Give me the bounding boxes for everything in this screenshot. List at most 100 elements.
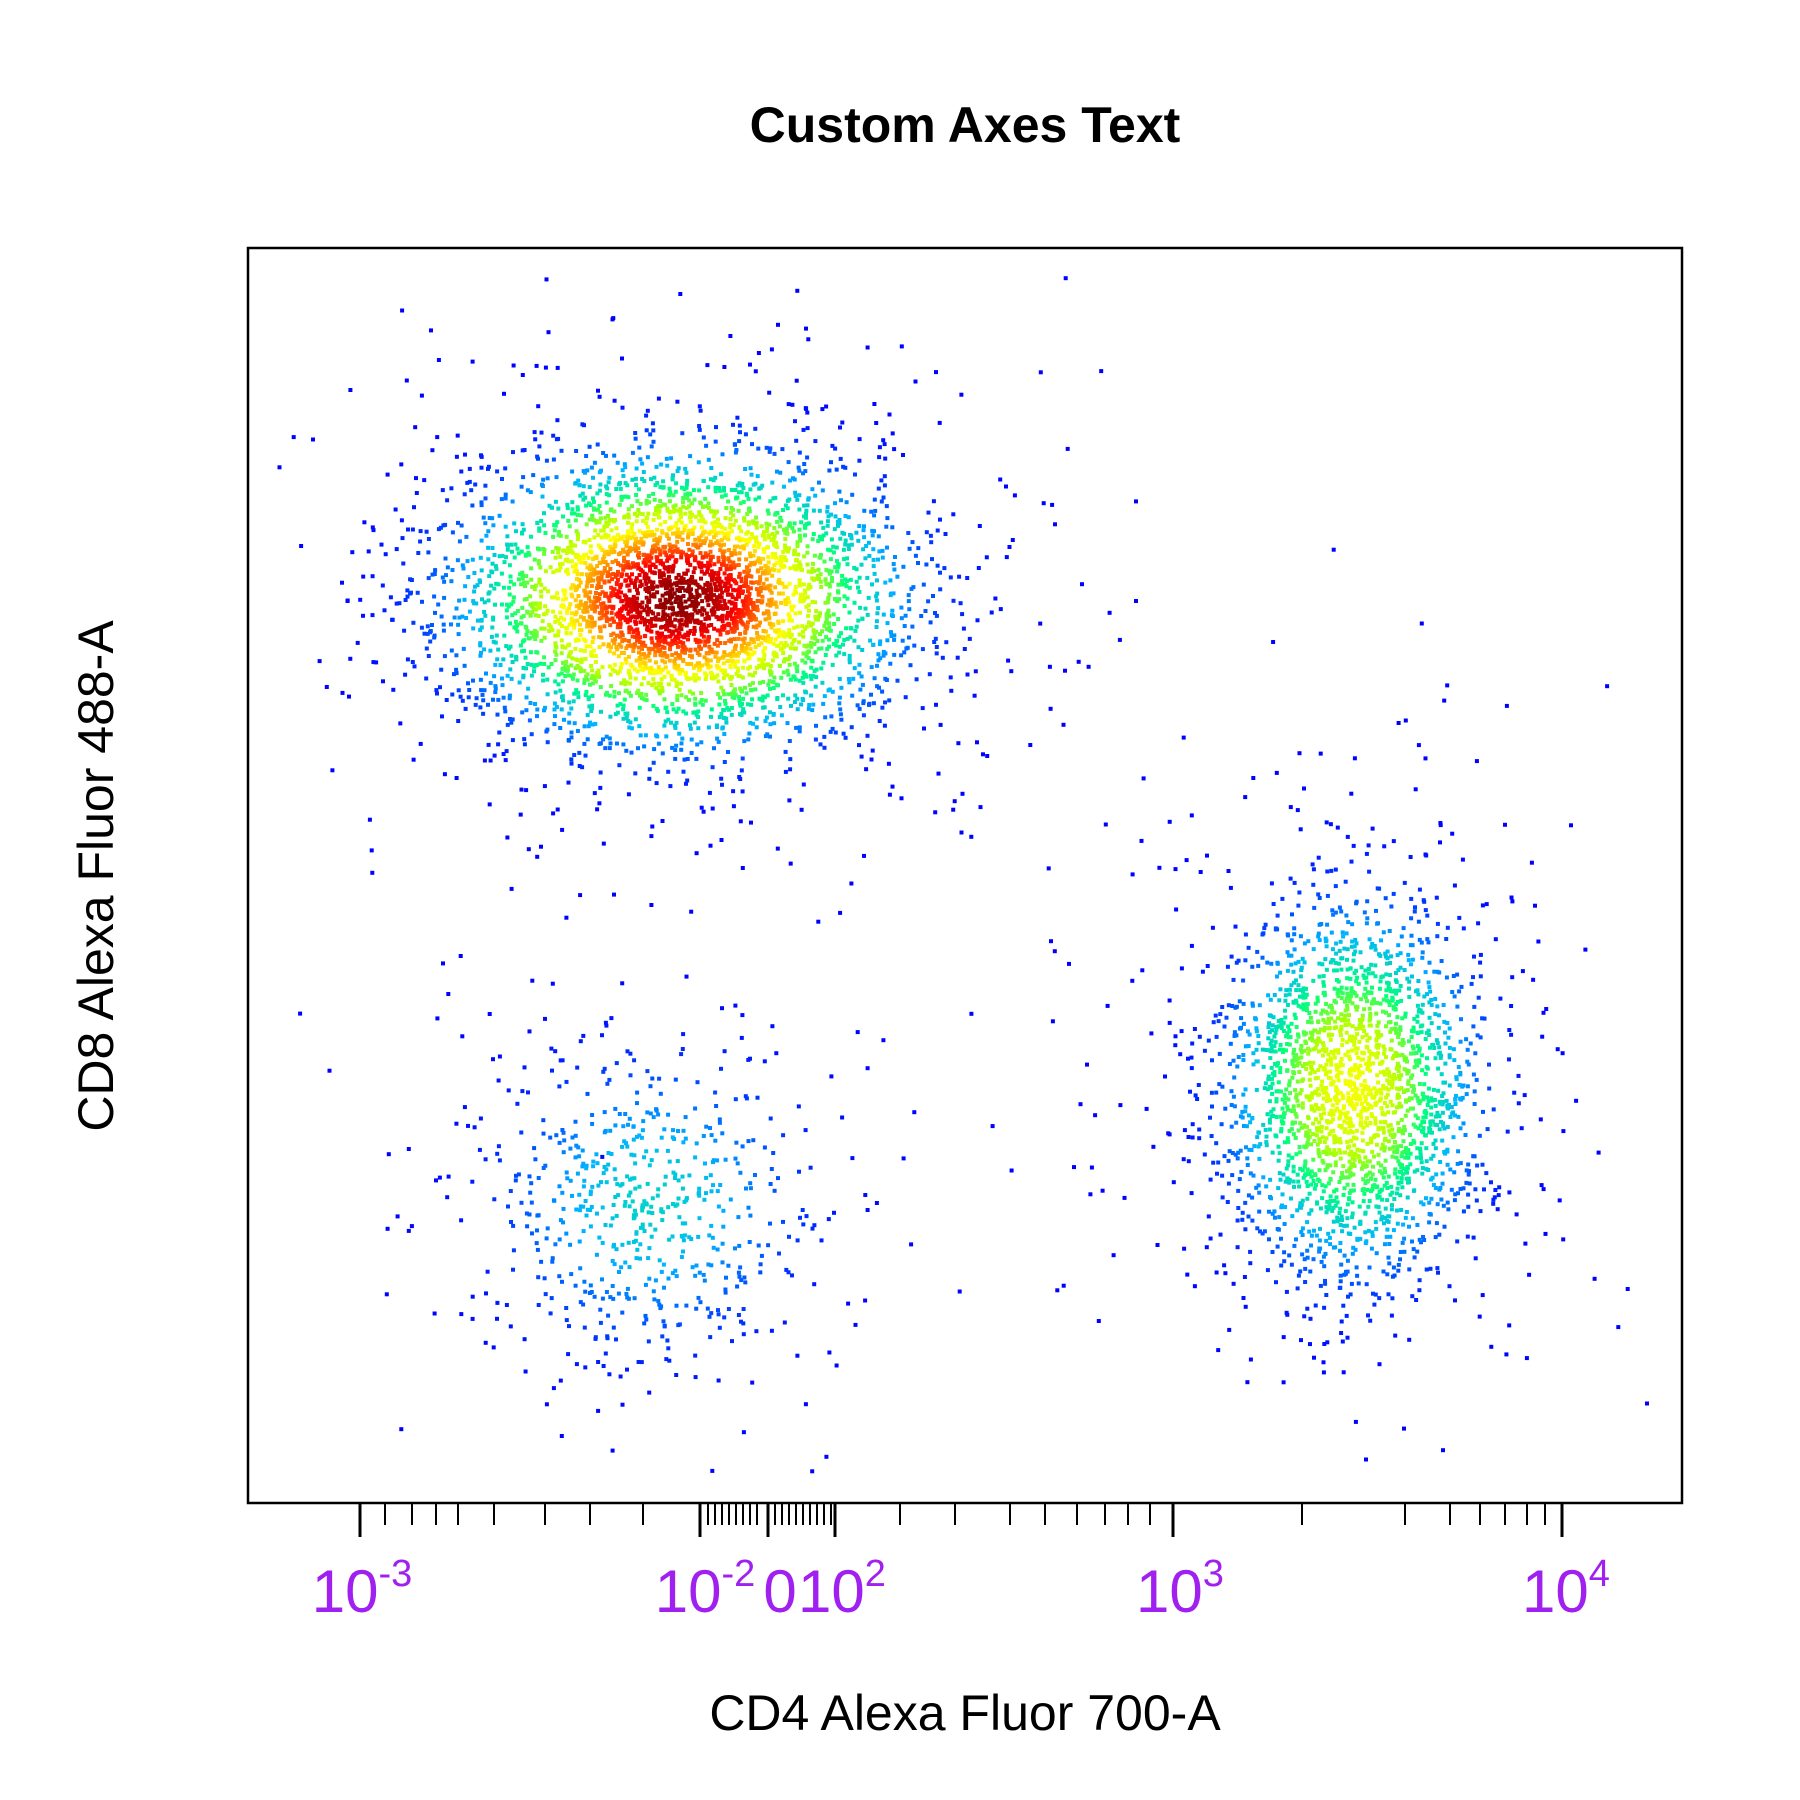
data-point xyxy=(426,550,431,555)
data-point xyxy=(888,593,893,598)
data-point xyxy=(934,370,938,375)
data-point xyxy=(496,742,501,747)
data-point xyxy=(573,666,578,671)
data-point xyxy=(813,600,818,605)
data-point xyxy=(856,538,861,543)
data-point xyxy=(891,591,896,596)
data-point xyxy=(535,1247,540,1252)
data-point xyxy=(655,1193,660,1198)
data-point xyxy=(1426,1028,1431,1033)
data-point xyxy=(1466,1172,1471,1177)
data-point xyxy=(661,1262,666,1267)
data-point xyxy=(546,589,550,594)
data-point xyxy=(975,740,979,745)
data-point xyxy=(856,585,860,590)
data-point xyxy=(450,568,455,572)
data-point xyxy=(722,692,727,697)
data-point xyxy=(1318,1064,1323,1069)
data-point xyxy=(1411,1089,1416,1094)
data-point xyxy=(1393,1333,1398,1338)
data-point xyxy=(1254,1026,1259,1031)
data-point xyxy=(569,548,574,553)
data-point xyxy=(1465,1059,1470,1064)
data-point xyxy=(1353,1247,1358,1252)
data-point xyxy=(819,537,824,542)
data-point xyxy=(1316,1177,1321,1182)
data-point xyxy=(604,1023,609,1028)
data-point xyxy=(1354,968,1359,973)
data-point xyxy=(1232,1030,1237,1035)
data-point xyxy=(768,499,773,504)
data-point xyxy=(1527,1272,1532,1277)
data-point xyxy=(532,1146,537,1151)
data-point xyxy=(1411,1122,1416,1127)
data-point xyxy=(580,765,585,770)
data-point xyxy=(802,643,807,648)
data-point xyxy=(1348,966,1353,971)
data-point xyxy=(1260,932,1265,937)
data-point xyxy=(401,561,406,566)
data-point xyxy=(1415,1019,1420,1024)
data-point xyxy=(1322,1139,1327,1144)
data-point xyxy=(1298,988,1303,993)
data-point xyxy=(623,1112,628,1116)
data-point xyxy=(1210,925,1215,930)
data-point xyxy=(1420,1129,1424,1133)
data-point xyxy=(666,1346,671,1351)
data-point xyxy=(593,528,598,533)
data-point xyxy=(670,745,675,750)
data-point xyxy=(742,1275,747,1280)
data-point xyxy=(626,515,631,520)
data-point xyxy=(604,500,609,505)
data-point xyxy=(705,363,710,368)
data-point xyxy=(853,472,857,477)
data-point xyxy=(1163,1074,1167,1079)
data-point xyxy=(840,420,845,425)
data-point xyxy=(870,748,875,753)
data-point xyxy=(737,481,742,486)
data-point xyxy=(1384,988,1389,993)
data-point xyxy=(1338,1206,1343,1211)
data-point xyxy=(1429,1112,1434,1117)
data-point xyxy=(613,669,617,674)
data-point xyxy=(1314,1233,1319,1238)
data-point xyxy=(564,1079,569,1084)
data-point xyxy=(797,729,802,734)
data-point xyxy=(862,524,866,529)
data-point xyxy=(1316,892,1321,897)
data-point xyxy=(1423,1133,1428,1138)
data-point xyxy=(836,617,841,621)
data-point xyxy=(1477,1133,1482,1138)
data-point xyxy=(1295,1286,1300,1291)
data-point xyxy=(1296,1273,1301,1278)
data-point xyxy=(1072,1165,1076,1170)
data-point xyxy=(674,1373,679,1377)
data-point xyxy=(958,601,963,606)
data-point xyxy=(890,784,895,789)
data-point xyxy=(514,1173,518,1178)
data-point xyxy=(483,613,488,618)
data-point xyxy=(1173,867,1178,872)
data-point xyxy=(1429,1021,1434,1026)
data-point xyxy=(503,709,508,714)
data-point xyxy=(624,748,629,753)
data-point xyxy=(1435,969,1440,974)
data-point xyxy=(508,717,512,721)
data-point xyxy=(1302,1314,1307,1319)
data-point xyxy=(1309,1036,1314,1040)
data-point xyxy=(615,703,620,708)
data-point xyxy=(733,1246,737,1251)
data-point xyxy=(838,456,843,461)
data-point xyxy=(1262,926,1267,931)
data-point xyxy=(887,792,892,797)
data-point xyxy=(1403,1215,1408,1220)
data-point xyxy=(792,521,797,526)
data-point xyxy=(1318,1283,1323,1288)
data-point xyxy=(673,1176,677,1180)
data-point xyxy=(1365,1141,1370,1146)
data-point xyxy=(1371,1291,1375,1296)
data-point xyxy=(650,1196,655,1201)
data-point xyxy=(1481,1109,1485,1114)
data-point xyxy=(555,365,560,370)
data-point xyxy=(1309,1095,1314,1100)
